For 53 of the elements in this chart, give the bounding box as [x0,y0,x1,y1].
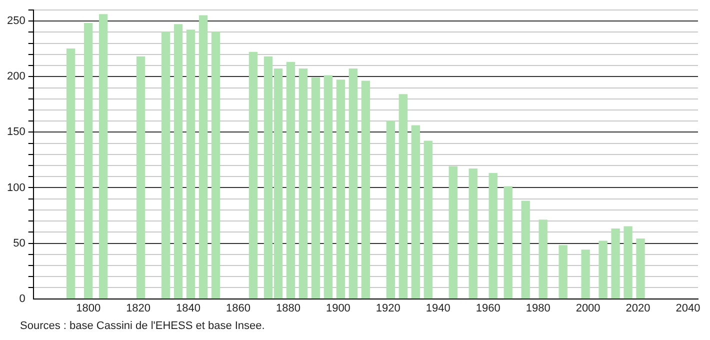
bar [488,172,498,299]
bar [174,24,183,299]
bar [538,220,548,299]
bar [198,15,208,299]
bar [598,240,608,299]
y-tick-label: 200 [6,70,26,83]
x-tick-label: 2000 [576,302,600,314]
bar [448,166,458,299]
y-tick-label: 50 [13,237,26,250]
bar [66,48,76,299]
bar [386,120,395,299]
x-tick-label: 2020 [626,302,650,314]
x-tick-label: 1900 [326,302,350,314]
bar [324,75,333,299]
y-tick-label: 250 [6,15,26,28]
source-note: Sources : base Cassini de l'EHESS et base Insee. [20,320,265,332]
x-tick-label: 1820 [126,302,151,314]
bar [581,250,590,299]
x-tick-label: 1840 [176,302,201,314]
bar [186,30,196,299]
bar [348,68,358,299]
bar [84,23,93,299]
x-tick-label: 1880 [276,302,300,314]
bar [468,168,478,299]
y-tick-label: 0 [19,292,26,305]
bar [624,226,632,299]
x-tick-label: 1920 [376,302,400,314]
bar [361,80,370,299]
x-tick-label: 1940 [426,302,450,314]
bar [136,56,146,299]
bar [298,68,308,299]
x-tick-label: 1980 [526,302,550,314]
x-tick-label: 1860 [226,302,250,314]
bar [504,186,512,299]
bar [211,32,220,299]
bar [611,228,620,299]
bar [636,238,645,299]
x-tick-label: 1800 [76,302,101,314]
bar [286,62,296,299]
bar [521,200,530,299]
bar [398,94,408,299]
bar [424,140,432,299]
y-tick-label: 100 [6,182,26,194]
bar [558,245,568,299]
bar [336,80,346,299]
bar [248,52,258,299]
x-tick-label: 1960 [476,302,500,314]
y-tick-label: 150 [6,126,26,138]
bar [98,14,108,299]
x-tick-label: 2040 [676,302,700,314]
bar [311,77,320,299]
bar [411,125,420,299]
bar [161,32,170,299]
